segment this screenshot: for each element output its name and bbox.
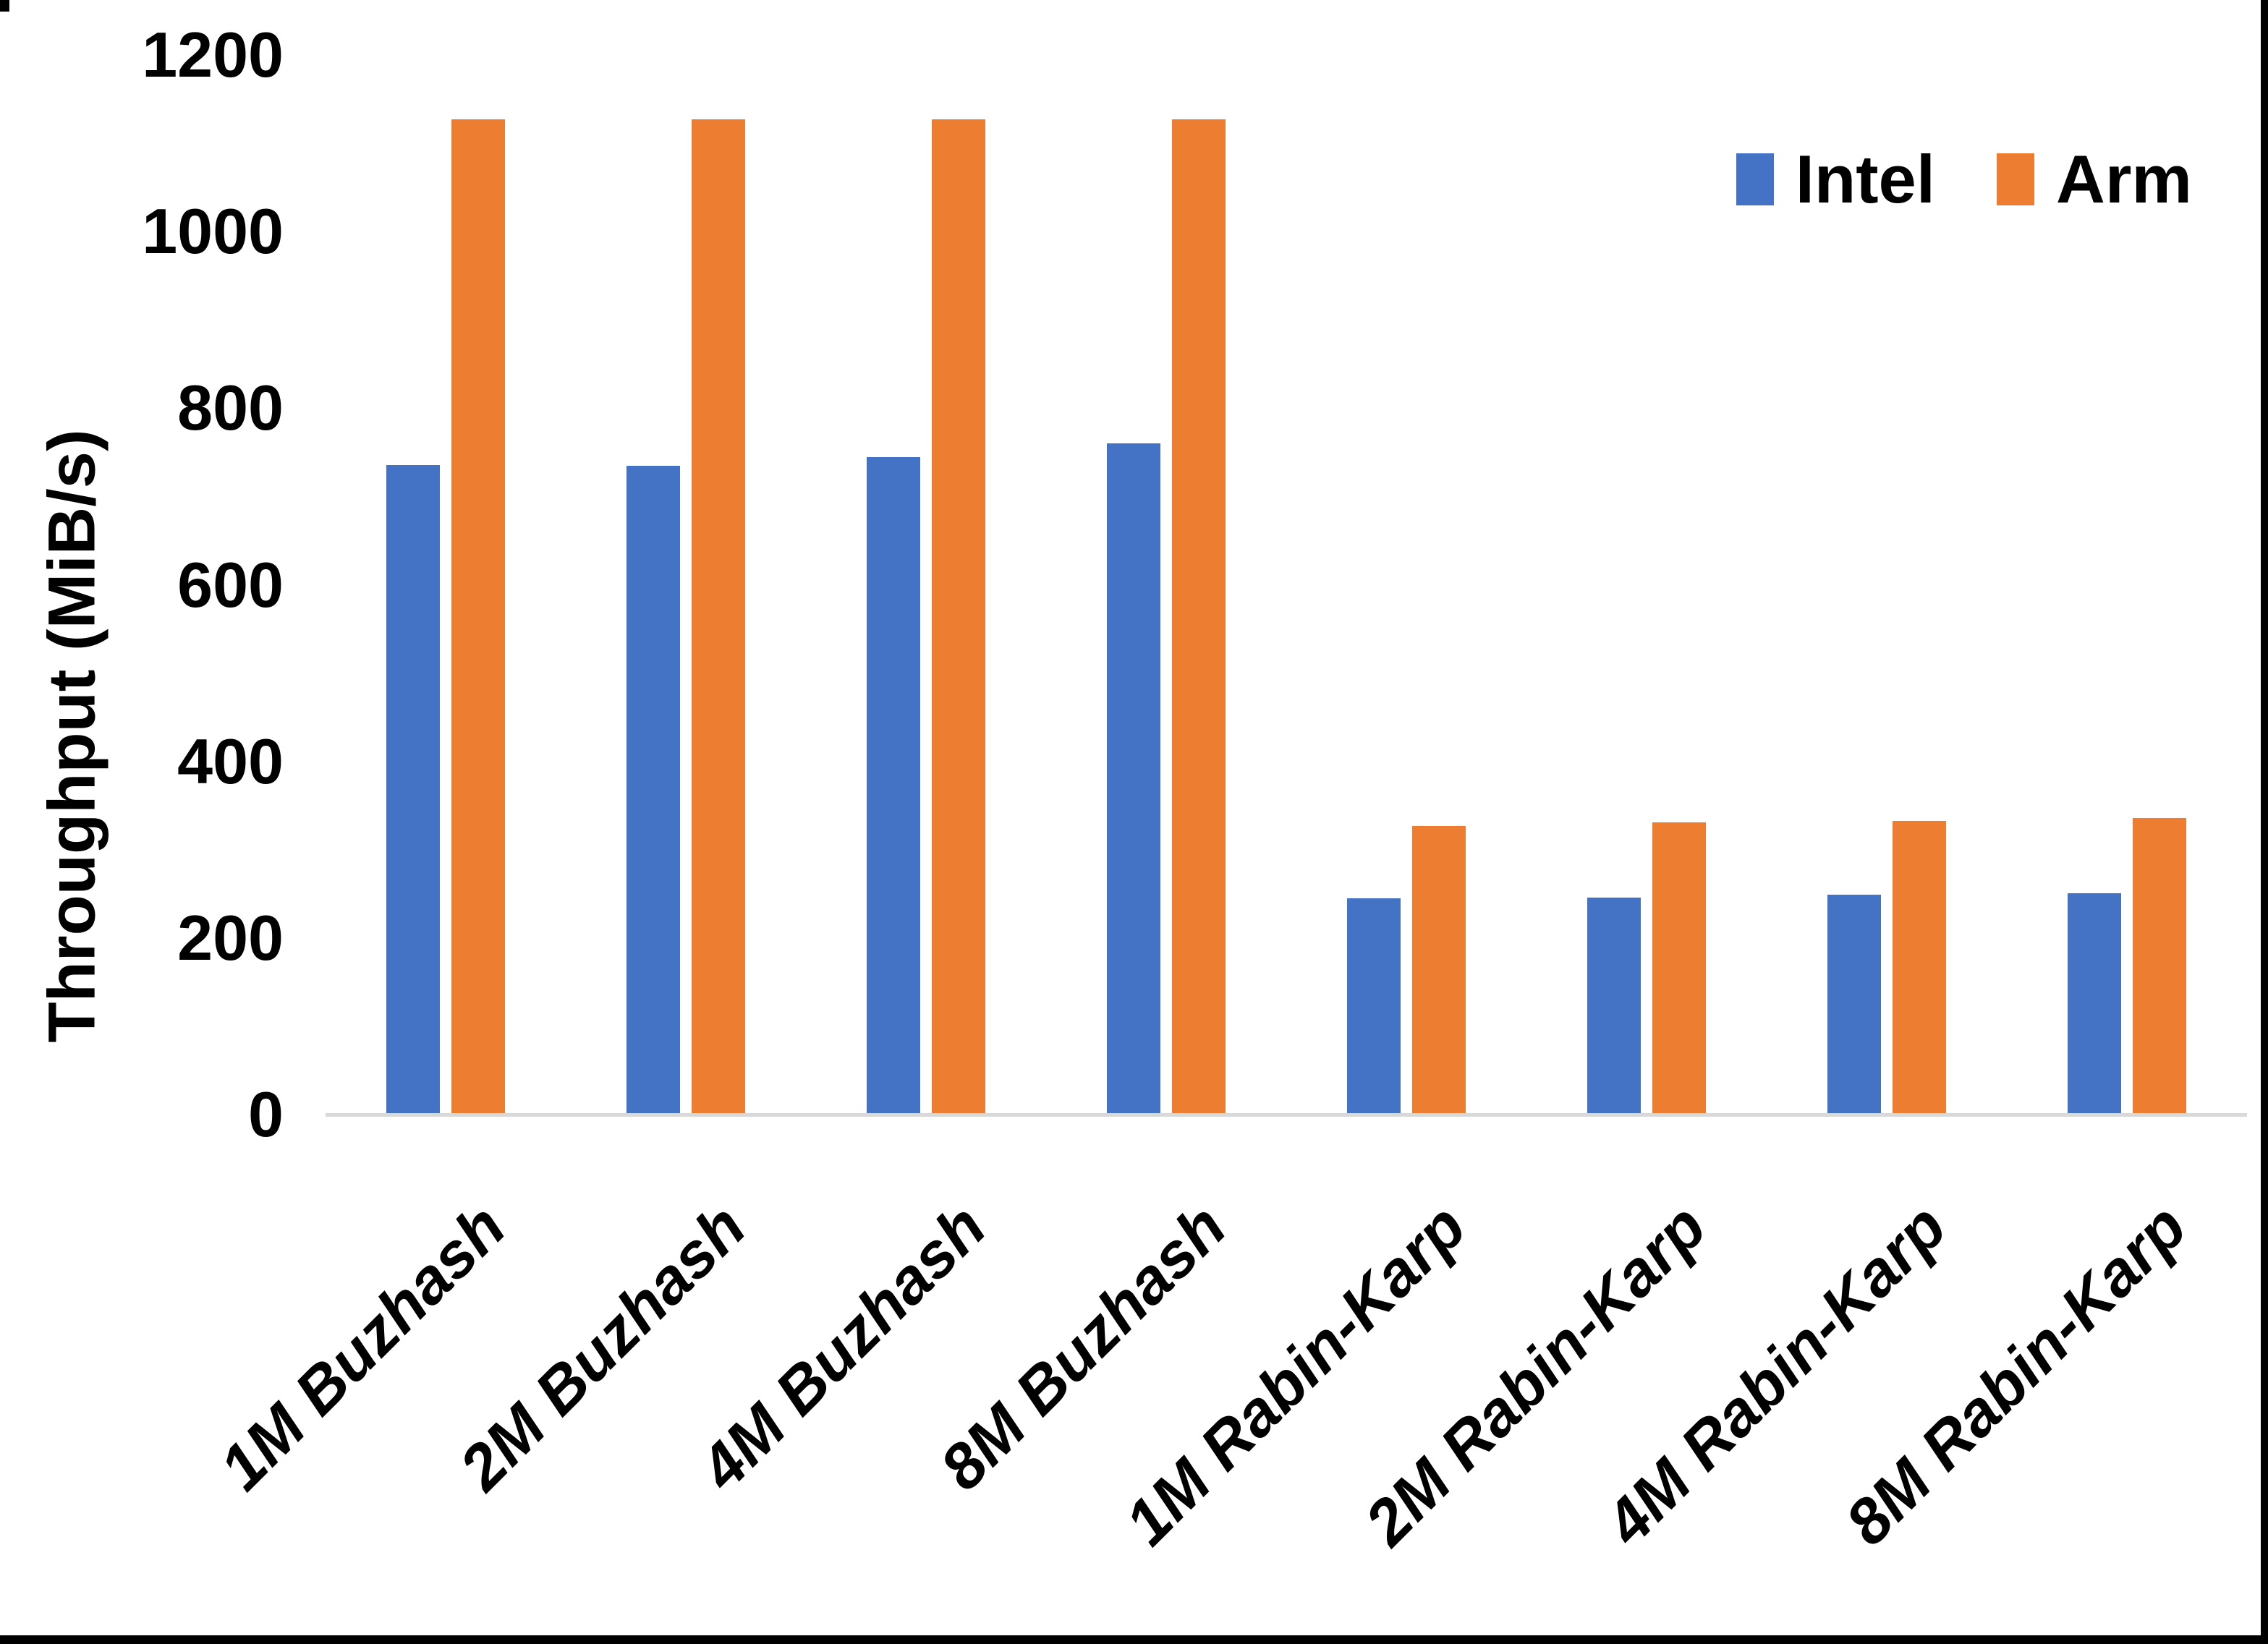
bar-intel-1m-rabin-karp [1347,898,1401,1115]
legend-marker-arm [1996,153,2034,205]
y-tick-label: 1200 [142,19,284,90]
x-cell: 4M Buzhash [686,1115,1046,1577]
bar-group [1286,55,1526,1115]
legend: Intel Arm [1736,143,2192,216]
bar-intel-8m-rabin-karp [2068,893,2121,1115]
bar-arm-2m-buzhash [692,119,745,1115]
y-tick-label: 800 [177,372,284,444]
x-axis-line [326,1113,2247,1117]
legend-item-arm: Arm [1996,141,2192,217]
bar-group [806,55,1046,1115]
bar-arm-1m-rabin-karp [1412,825,1466,1115]
x-axis-category-labels: 1M Buzhash 2M Buzhash 4M Buzhash 8M Buzhash… [205,1115,2247,1577]
legend-label: Arm [2055,141,2192,217]
legend-item-intel: Intel [1736,143,1935,216]
legend-marker-intel [1736,153,1774,205]
window-corner-mark [0,0,9,12]
bar-group [326,55,566,1115]
y-tick-label: 1000 [142,195,284,268]
bar-arm-4m-buzhash [932,119,985,1115]
bar-intel-2m-buzhash [627,465,680,1115]
bar-arm-8m-buzhash [1172,119,1226,1115]
bar-intel-2m-rabin-karp [1587,897,1641,1115]
bar-group [1767,55,2007,1115]
y-tick-label: 0 [248,1078,284,1150]
bar-group [1046,55,1286,1115]
bar-arm-1m-buzhash [451,119,505,1115]
y-tick-label: 200 [177,901,284,974]
bar-group [566,55,806,1115]
x-cell: 1M Buzhash [205,1115,566,1577]
window-edge-bottom [0,1635,2268,1644]
legend-label: Intel [1795,141,1935,217]
y-tick-label: 400 [177,725,284,797]
x-cell: 8M Rabin-Karp [1832,1115,2247,1577]
bar-group [1526,55,1767,1115]
bar-intel-4m-buzhash [867,456,920,1115]
bar-intel-1m-buzhash [386,464,440,1115]
bar-arm-4m-rabin-karp [1893,820,1946,1115]
plot-area [326,55,2247,1115]
bar-arm-8m-rabin-karp [2133,817,2186,1115]
bar-intel-8m-buzhash [1107,443,1160,1115]
bar-group [2007,55,2247,1115]
bar-arm-2m-rabin-karp [1652,822,1706,1115]
bar-intel-4m-rabin-karp [1827,895,1881,1115]
window-edge-right [2261,0,2268,1644]
y-tick-label: 600 [177,548,284,621]
y-axis-tick-labels: 0 200 400 600 800 1000 1200 [0,19,284,1150]
x-cell: 2M Buzhash [446,1115,806,1577]
